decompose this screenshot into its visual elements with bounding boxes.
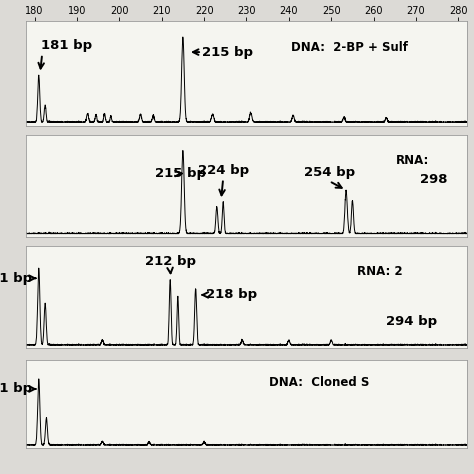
Text: 254 bp: 254 bp [303, 166, 355, 179]
Text: 218 bp: 218 bp [206, 289, 257, 301]
Text: 294 bp: 294 bp [386, 315, 438, 328]
Text: 181 bp: 181 bp [0, 272, 32, 285]
Text: 224 bp: 224 bp [198, 164, 249, 177]
Text: 212 bp: 212 bp [145, 255, 196, 268]
Text: 215 bp: 215 bp [155, 167, 206, 180]
Text: RNA:: RNA: [396, 154, 430, 167]
Text: EF /: EF / [30, 367, 47, 376]
Text: 0414 /: 0414 / [30, 145, 59, 154]
Text: RNA: 2: RNA: 2 [357, 265, 402, 278]
Text: 298: 298 [420, 173, 448, 186]
Text: 181 bp: 181 bp [0, 383, 32, 395]
Text: 181 bp: 181 bp [41, 39, 92, 52]
Text: /: / [30, 255, 34, 264]
Text: DNA:  2-BP + Sulf: DNA: 2-BP + Sulf [291, 41, 408, 54]
Text: DNA:  Cloned S: DNA: Cloned S [268, 376, 369, 390]
Text: 215 bp: 215 bp [202, 46, 253, 59]
